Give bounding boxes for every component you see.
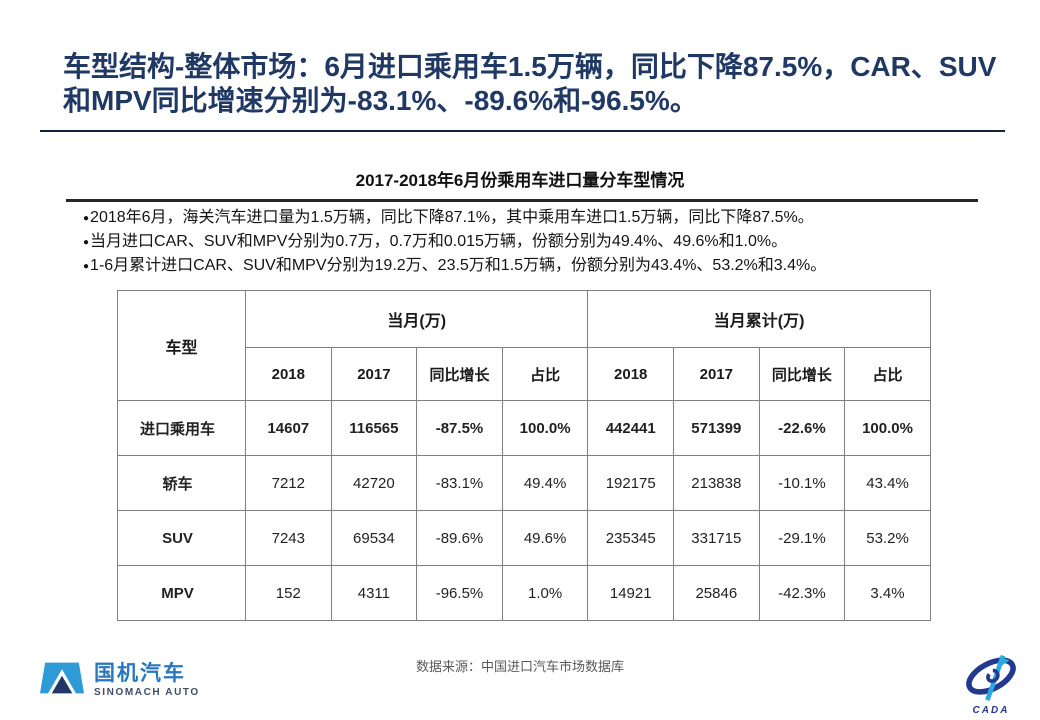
table-cell: -42.3% xyxy=(758,565,846,621)
table-cell: 235345 xyxy=(587,510,675,566)
row-label: 进口乘用车 xyxy=(117,400,246,456)
table-cell: 116565 xyxy=(330,400,418,456)
row-label: SUV xyxy=(117,510,246,566)
table-cell: 49.4% xyxy=(501,455,589,511)
bullet-item: 2018年6月，海关汽车进口量为1.5万辆，同比下降87.1%，其中乘用车进口1… xyxy=(83,206,973,230)
table-cell: -89.6% xyxy=(416,510,503,566)
cada-emblem-icon xyxy=(961,652,1021,707)
table-cell: 442441 xyxy=(587,400,675,456)
table-cell: 7243 xyxy=(245,510,332,566)
import-volume-table: 车型 当月(万) 当月累计(万) 2018 2017 同比增长 占比 2018 … xyxy=(117,290,931,621)
sinomach-logo: 国机汽车 SINOMACH AUTO xyxy=(40,660,200,701)
table-cell: -96.5% xyxy=(416,565,503,621)
table-cell: 192175 xyxy=(587,455,675,511)
data-source-note: 数据来源：中国进口汽车市场数据库 xyxy=(415,659,624,674)
sinomach-name-cn: 国机汽车 xyxy=(94,662,186,685)
column-header: 占比 xyxy=(501,347,589,401)
bullet-item: 1-6月累计进口CAR、SUV和MPV分别为19.2万、23.5万和1.5万辆，… xyxy=(83,254,973,278)
table-cell: 53.2% xyxy=(844,510,931,566)
table-cell: 1.0% xyxy=(501,565,589,621)
table-row: MPV 152 4311 -96.5% 1.0% 14921 25846 -42… xyxy=(117,565,931,621)
column-header: 2018 xyxy=(245,347,332,401)
table-row: SUV 7243 69534 -89.6% 49.6% 235345 33171… xyxy=(117,510,931,566)
table-cell: 43.4% xyxy=(844,455,931,511)
table-cell: 152 xyxy=(245,565,332,621)
column-header: 2017 xyxy=(330,347,418,401)
bullet-item: 当月进口CAR、SUV和MPV分别为0.7万，0.7万和0.015万辆，份额分别… xyxy=(83,230,973,254)
column-header-vehicle-type: 车型 xyxy=(117,290,246,401)
caption-divider xyxy=(66,199,978,202)
cada-logo-text: CADA xyxy=(972,705,1010,716)
sinomach-logo-text: 国机汽车 SINOMACH AUTO xyxy=(94,663,200,698)
table-cell: 3.4% xyxy=(844,565,931,621)
column-header: 2017 xyxy=(673,347,760,401)
column-group-current-month: 当月(万) xyxy=(244,290,589,348)
table-row: 进口乘用车 14607 116565 -87.5% 100.0% 442441 … xyxy=(117,400,931,456)
table-cell: -22.6% xyxy=(758,400,846,456)
sinomach-name-en: SINOMACH AUTO xyxy=(94,687,200,698)
table-cell: 100.0% xyxy=(844,400,931,456)
table-cell: 14921 xyxy=(587,565,675,621)
sinomach-mountain-icon xyxy=(40,660,84,701)
table-cell: 7212 xyxy=(245,455,332,511)
table-cell: 49.6% xyxy=(501,510,589,566)
table-cell: 331715 xyxy=(673,510,760,566)
table-cell: 69534 xyxy=(330,510,418,566)
table-cell: 571399 xyxy=(673,400,760,456)
table-cell: 213838 xyxy=(673,455,760,511)
page-title: 车型结构-整体市场：6月进口乘用车1.5万辆，同比下降87.5%，CAR、SUV… xyxy=(63,51,997,116)
column-header: 同比增长 xyxy=(416,347,503,401)
table-cell: -83.1% xyxy=(416,455,503,511)
table-cell: 100.0% xyxy=(501,400,589,456)
table-caption: 2017-2018年6月份乘用车进口量分车型情况 xyxy=(355,171,685,190)
column-group-cumulative: 当月累计(万) xyxy=(587,290,931,348)
table-cell: 42720 xyxy=(330,455,418,511)
table-cell: 14607 xyxy=(245,400,332,456)
cada-logo: CADA xyxy=(958,652,1024,716)
column-header: 2018 xyxy=(587,347,675,401)
title-divider xyxy=(40,130,1005,132)
column-header: 同比增长 xyxy=(758,347,846,401)
table-cell: -29.1% xyxy=(758,510,846,566)
column-header: 占比 xyxy=(844,347,931,401)
summary-bullet-list: 2018年6月，海关汽车进口量为1.5万辆，同比下降87.1%，其中乘用车进口1… xyxy=(83,206,973,278)
row-label: MPV xyxy=(117,565,246,621)
row-label: 轿车 xyxy=(117,455,246,511)
table-cell: -87.5% xyxy=(416,400,503,456)
table-cell: 25846 xyxy=(673,565,760,621)
table-cell: -10.1% xyxy=(758,455,846,511)
table-cell: 4311 xyxy=(330,565,418,621)
table-row: 轿车 7212 42720 -83.1% 49.4% 192175 213838… xyxy=(117,455,931,511)
